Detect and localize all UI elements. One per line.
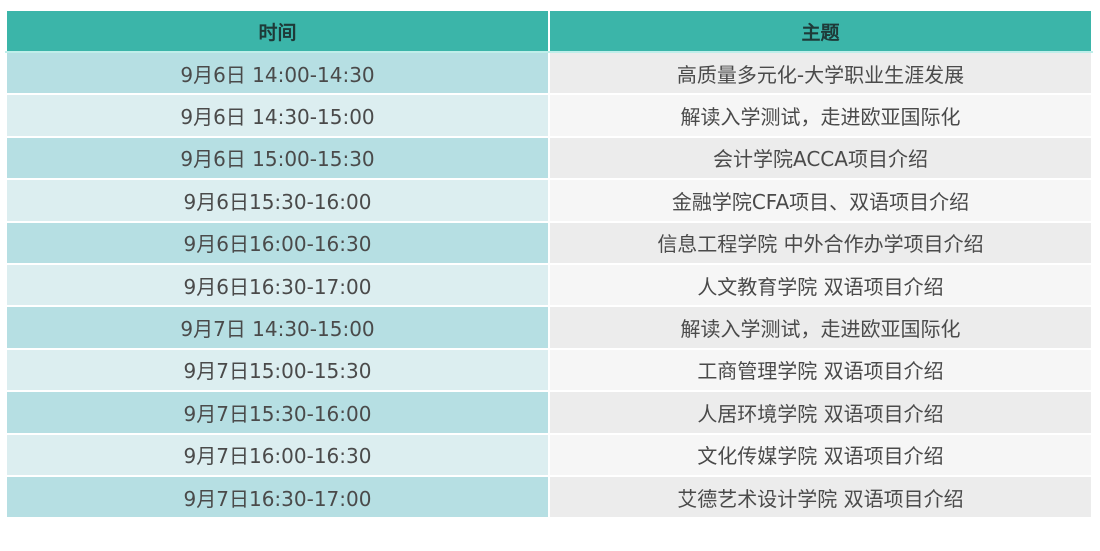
time-cell: 9月6日 15:00-15:30 — [5, 135, 550, 181]
time-cell: 9月6日 14:30-15:00 — [5, 93, 550, 138]
topic-cell: 解读入学测试，走进欧亚国际化 — [548, 93, 1093, 138]
table-row: 9月6日16:30-17:00 人文教育学院 双语项目介绍 — [5, 262, 1093, 308]
table-row: 9月6日15:30-16:00 金融学院CFA项目、双语项目介绍 — [5, 178, 1093, 223]
table-row: 9月7日15:00-15:30 工商管理学院 双语项目介绍 — [5, 347, 1093, 393]
topic-cell: 工商管理学院 双语项目介绍 — [548, 347, 1093, 393]
table-row: 9月7日15:30-16:00 人居环境学院 双语项目介绍 — [5, 390, 1093, 435]
header-time: 时间 — [5, 9, 550, 53]
topic-cell: 人文教育学院 双语项目介绍 — [548, 262, 1093, 308]
table-row: 9月6日 15:00-15:30 会计学院ACCA项目介绍 — [5, 135, 1093, 181]
time-cell: 9月6日16:30-17:00 — [5, 262, 550, 308]
time-cell: 9月7日16:00-16:30 — [5, 432, 550, 477]
topic-cell: 文化传媒学院 双语项目介绍 — [548, 432, 1093, 477]
schedule-table: 时间 主题 9月6日 14:00-14:30 高质量多元化-大学职业生涯发展 9月6… — [5, 9, 1093, 520]
table-row: 9月7日16:00-16:30 文化传媒学院 双语项目介绍 — [5, 432, 1093, 477]
time-cell: 9月6日 14:00-14:30 — [5, 50, 550, 96]
topic-cell: 高质量多元化-大学职业生涯发展 — [548, 50, 1093, 96]
header-row: 时间 主题 — [5, 9, 1093, 53]
time-cell: 9月7日16:30-17:00 — [5, 474, 550, 520]
table-row: 9月7日16:30-17:00 艾德艺术设计学院 双语项目介绍 — [5, 474, 1093, 520]
time-cell: 9月6日15:30-16:00 — [5, 178, 550, 223]
time-cell: 9月6日16:00-16:30 — [5, 220, 550, 265]
table-row: 9月7日 14:30-15:00 解读入学测试，走进欧亚国际化 — [5, 305, 1093, 350]
table-row: 9月6日 14:00-14:30 高质量多元化-大学职业生涯发展 — [5, 50, 1093, 96]
time-cell: 9月7日 14:30-15:00 — [5, 305, 550, 350]
time-cell: 9月7日15:30-16:00 — [5, 390, 550, 435]
topic-cell: 人居环境学院 双语项目介绍 — [548, 390, 1093, 435]
topic-cell: 解读入学测试，走进欧亚国际化 — [548, 305, 1093, 350]
topic-cell: 金融学院CFA项目、双语项目介绍 — [548, 178, 1093, 223]
topic-cell: 艾德艺术设计学院 双语项目介绍 — [548, 474, 1093, 520]
header-topic: 主题 — [548, 9, 1093, 53]
topic-cell: 会计学院ACCA项目介绍 — [548, 135, 1093, 181]
table-row: 9月6日 14:30-15:00 解读入学测试，走进欧亚国际化 — [5, 93, 1093, 138]
table-row: 9月6日16:00-16:30 信息工程学院 中外合作办学项目介绍 — [5, 220, 1093, 265]
time-cell: 9月7日15:00-15:30 — [5, 347, 550, 393]
topic-cell: 信息工程学院 中外合作办学项目介绍 — [548, 220, 1093, 265]
